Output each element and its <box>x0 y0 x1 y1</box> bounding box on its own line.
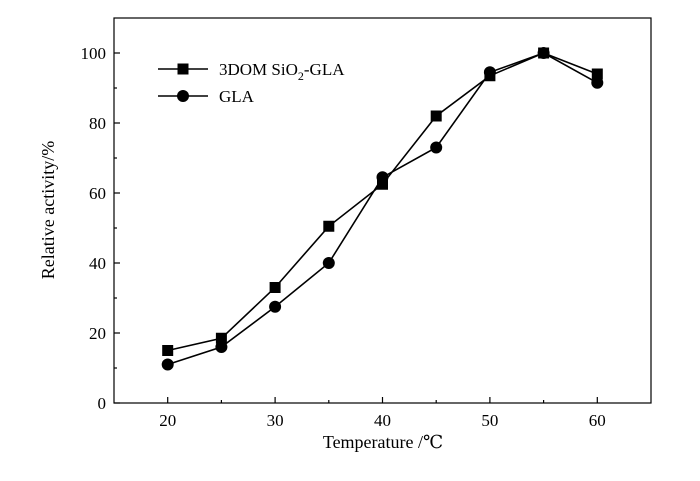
data-point-square <box>323 220 335 232</box>
data-point-square <box>591 68 603 80</box>
x-tick-label: 40 <box>374 411 391 430</box>
y-axis-title: Relative activity/% <box>38 141 58 279</box>
data-point-circle <box>430 141 443 154</box>
y-axis: 0 20 40 60 80 100 <box>81 44 120 413</box>
series-layer <box>161 47 604 371</box>
plot-frame <box>113 17 652 404</box>
y-tick-label: 100 <box>81 44 107 63</box>
data-point-square <box>269 282 281 293</box>
legend-item-gla: GLA <box>158 87 255 106</box>
x-axis-title: Temperature /℃ <box>323 432 443 452</box>
data-point-circle <box>376 171 389 184</box>
data-point-circle <box>161 358 174 371</box>
data-point-circle <box>322 257 335 269</box>
x-tick-label: 30 <box>267 411 284 430</box>
data-point-circle <box>483 66 496 79</box>
data-point-square <box>215 332 227 344</box>
legend-marker-circle <box>177 90 189 102</box>
legend-marker-square <box>177 63 189 75</box>
y-tick-label: 20 <box>89 324 106 343</box>
data-point-circle <box>591 76 604 89</box>
data-point-square <box>377 178 388 190</box>
x-tick-label: 20 <box>159 411 176 430</box>
legend: 3DOM SiO2-GLA GLA <box>158 60 345 106</box>
x-axis: 20 30 40 50 60 <box>159 397 606 430</box>
data-point-square <box>430 110 442 122</box>
data-point-circle <box>215 341 228 353</box>
y-tick-label: 60 <box>89 184 106 203</box>
legend-item-3dom-sio2-gla: 3DOM SiO2-GLA <box>158 60 345 83</box>
y-tick-label: 0 <box>98 394 107 413</box>
y-tick-label: 80 <box>89 114 106 133</box>
x-tick-label: 60 <box>589 411 606 430</box>
legend-label-3dom: 3DOM SiO2-GLA <box>219 60 345 83</box>
legend-label-gla: GLA <box>219 87 255 106</box>
data-point-circle <box>537 47 550 59</box>
y-tick-label: 40 <box>89 254 106 273</box>
x-tick-label: 50 <box>481 411 498 430</box>
data-point-square <box>162 345 174 356</box>
data-point-circle <box>269 300 282 313</box>
